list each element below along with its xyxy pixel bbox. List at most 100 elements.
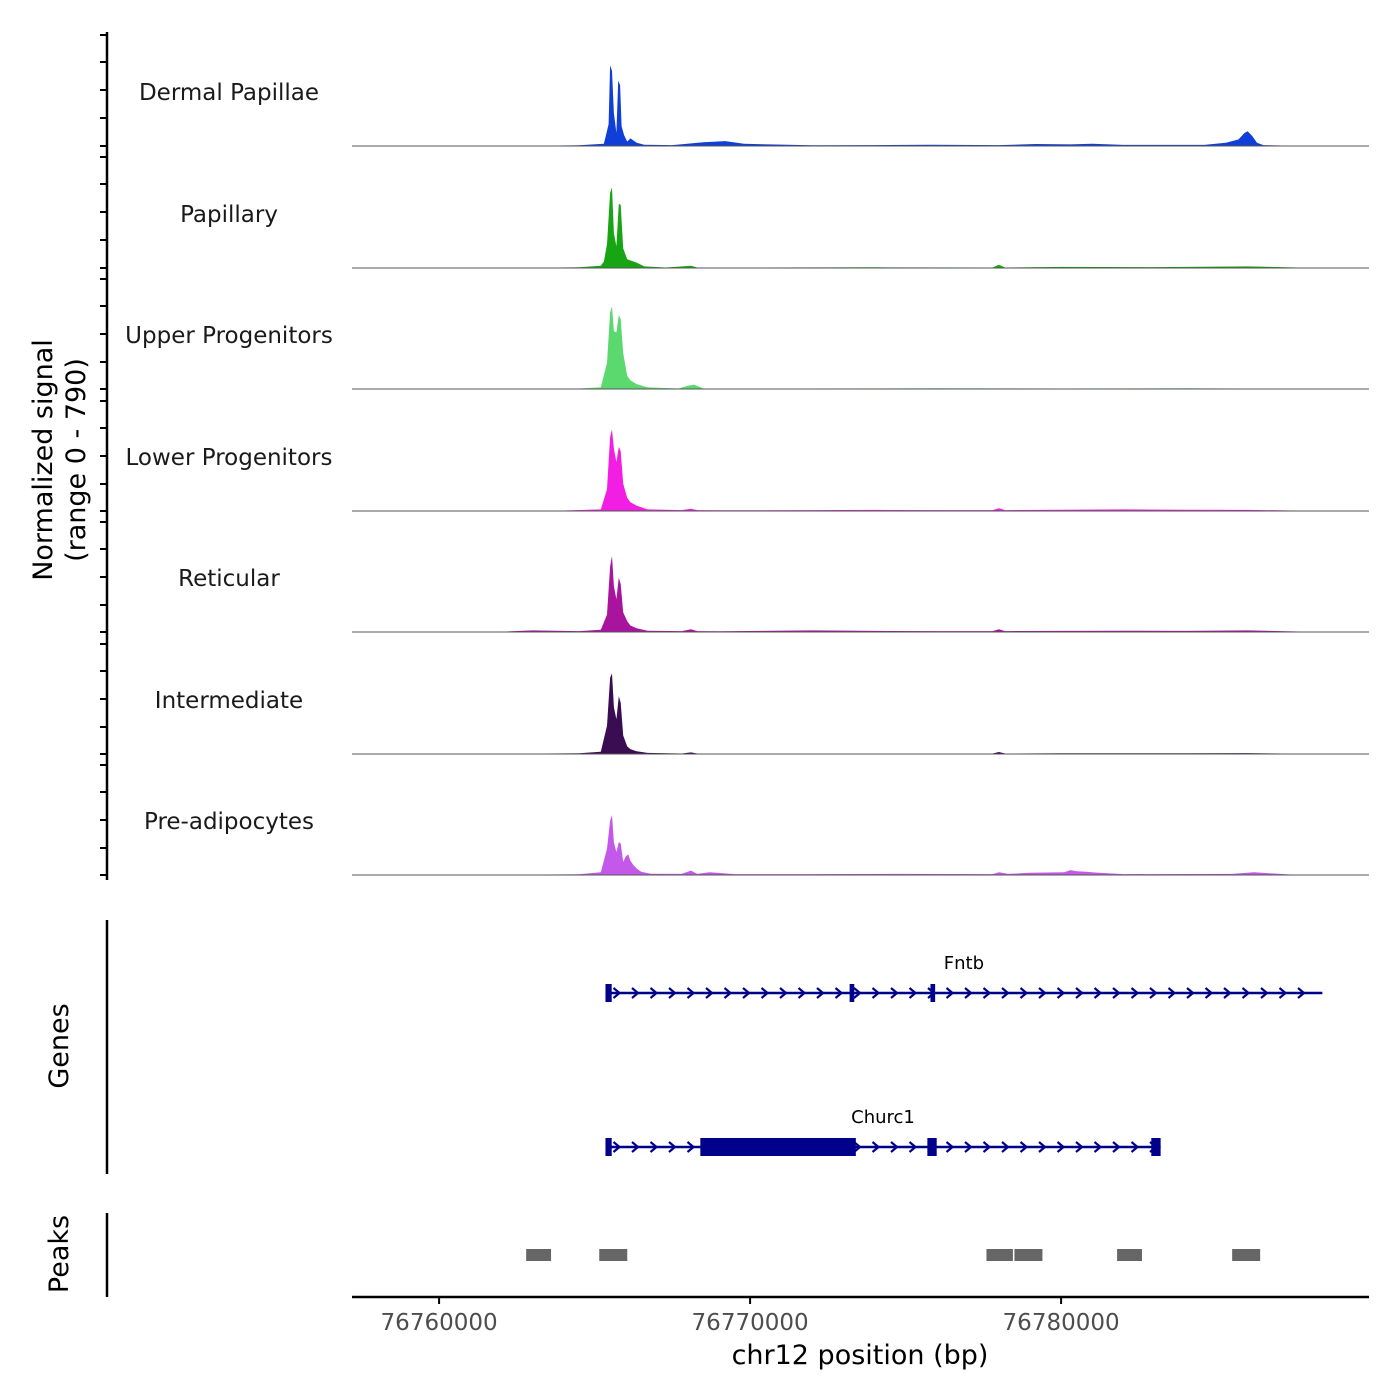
strand-arrow	[1093, 987, 1103, 999]
exon	[930, 984, 936, 1002]
exon	[700, 1138, 856, 1156]
gene-label: Churc1	[851, 1107, 915, 1128]
strand-arrow	[742, 987, 751, 999]
track-label: Papillary	[180, 202, 278, 228]
strand-arrow	[1019, 987, 1029, 999]
strand-arrow	[649, 1141, 659, 1153]
strand-arrow	[1075, 987, 1084, 999]
strand-arrow	[1112, 1141, 1121, 1153]
track-labels: Dermal Papillae Papillary Upper Progenit…	[125, 80, 333, 835]
exon	[605, 1138, 612, 1156]
signal-area	[352, 306, 1369, 389]
strand-arrow	[890, 987, 899, 999]
peaks-panel-label: Peaks	[44, 1215, 75, 1293]
strand-arrow	[797, 987, 807, 999]
signal-tracks	[352, 65, 1369, 876]
strand-arrow	[779, 987, 788, 999]
strand-arrow	[908, 987, 918, 999]
y-axis-label-line1: Normalized signal	[28, 339, 59, 581]
signal-y-axis-ticks	[100, 34, 107, 876]
strand-arrow	[1038, 1141, 1047, 1153]
strand-arrow	[816, 987, 825, 999]
signal-area	[352, 187, 1369, 268]
x-tick-label: 76760000	[381, 1310, 498, 1336]
strand-arrow	[964, 987, 973, 999]
signal-area	[352, 429, 1369, 511]
strand-arrow	[1112, 987, 1121, 999]
strand-arrow	[853, 1141, 862, 1153]
x-axis-ticks	[438, 1297, 1063, 1304]
track-label: Pre-adipocytes	[144, 809, 314, 835]
strand-arrow	[1149, 987, 1158, 999]
strand-arrow	[1019, 1141, 1029, 1153]
strand-arrow	[853, 987, 862, 999]
peak	[1232, 1249, 1261, 1261]
track-label: Reticular	[178, 566, 280, 592]
strand-arrow	[871, 987, 881, 999]
strand-arrow	[982, 1141, 992, 1153]
peak	[1117, 1249, 1142, 1261]
peak	[1014, 1249, 1043, 1261]
x-tick-label: 76770000	[692, 1310, 809, 1336]
strand-arrow	[612, 987, 622, 999]
peak	[599, 1249, 628, 1261]
strand-arrow	[1241, 987, 1251, 999]
y-axis-label-line2: (range 0 - 790)	[61, 358, 92, 562]
strand-arrow	[1075, 1141, 1084, 1153]
peak	[986, 1249, 1013, 1261]
strand-arrow	[890, 1141, 899, 1153]
strand-arrow	[760, 987, 770, 999]
strand-arrow	[668, 1141, 677, 1153]
strand-arrow	[945, 987, 955, 999]
strand-arrow	[1038, 987, 1047, 999]
strand-arrow	[964, 1141, 973, 1153]
track-label: Dermal Papillae	[139, 80, 319, 106]
signal-area	[352, 65, 1369, 146]
strand-arrow	[686, 987, 696, 999]
exon	[849, 984, 855, 1002]
strand-arrow	[1001, 1141, 1010, 1153]
strand-arrow	[631, 987, 640, 999]
exon	[605, 984, 612, 1002]
strand-arrow	[723, 987, 733, 999]
strand-arrow	[1278, 987, 1288, 999]
exon	[927, 1138, 937, 1156]
strand-arrow	[908, 1141, 918, 1153]
strand-arrow	[1001, 987, 1010, 999]
strand-arrow	[612, 1141, 622, 1153]
strand-arrow	[1223, 987, 1232, 999]
strand-arrow	[1167, 987, 1177, 999]
strand-arrow	[705, 987, 714, 999]
strand-arrow	[945, 1141, 955, 1153]
strand-arrow	[668, 987, 677, 999]
x-tick-label: 76780000	[1003, 1310, 1120, 1336]
strand-arrow	[1260, 987, 1269, 999]
x-axis-label: chr12 position (bp)	[732, 1340, 989, 1371]
strand-arrow	[871, 1141, 881, 1153]
strand-arrow	[1056, 987, 1066, 999]
strand-arrow	[649, 987, 659, 999]
exon	[1151, 1138, 1161, 1156]
strand-arrow	[1130, 987, 1140, 999]
strand-arrow	[1130, 1141, 1140, 1153]
strand-arrow	[631, 1141, 640, 1153]
genes-panel-label: Genes	[44, 1003, 75, 1088]
peak-track	[526, 1249, 1261, 1261]
strand-arrow	[1297, 987, 1306, 999]
track-label: Lower Progenitors	[126, 445, 333, 471]
strand-arrow	[1204, 987, 1214, 999]
signal-area	[352, 673, 1369, 754]
signal-area	[352, 555, 1369, 632]
strand-arrow	[1186, 987, 1195, 999]
signal-area	[352, 815, 1369, 875]
strand-arrow	[834, 987, 844, 999]
track-label: Intermediate	[155, 688, 303, 714]
strand-arrow	[1093, 1141, 1103, 1153]
gene-label: Fntb	[944, 953, 984, 974]
gene-track	[605, 984, 1323, 1156]
track-label: Upper Progenitors	[125, 323, 333, 349]
strand-arrow	[686, 1141, 696, 1153]
strand-arrow	[1056, 1141, 1066, 1153]
peak	[526, 1249, 552, 1261]
